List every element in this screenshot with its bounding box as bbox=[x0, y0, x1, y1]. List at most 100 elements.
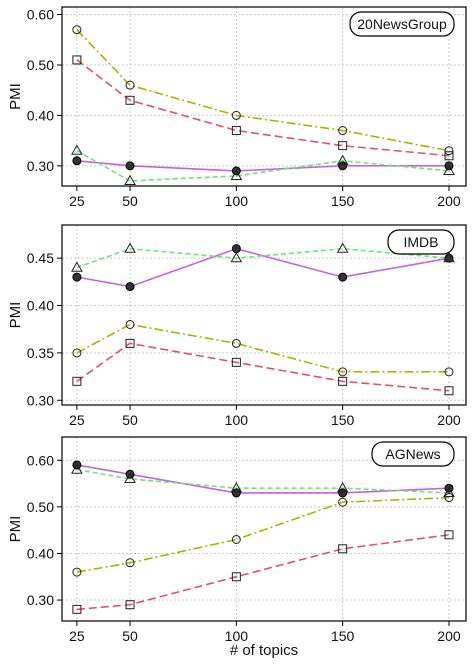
x-tick-label: 100 bbox=[225, 193, 249, 209]
series-group-20newsgroup bbox=[71, 25, 455, 186]
data-point-s4 bbox=[72, 604, 82, 614]
data-point-s2 bbox=[336, 482, 349, 493]
data-point-s3 bbox=[72, 348, 82, 358]
grid-lines-agnews bbox=[62, 437, 466, 621]
data-point-s2 bbox=[71, 261, 83, 272]
y-tick-label: 0.60 bbox=[27, 7, 54, 23]
title-badge-20newsgroup bbox=[349, 11, 455, 37]
series-line-4 bbox=[76, 534, 450, 611]
x-tick-label: 200 bbox=[437, 412, 461, 428]
x-tick-label: 100 bbox=[225, 412, 249, 428]
data-point-s4 bbox=[72, 55, 82, 65]
data-point-s4 bbox=[444, 386, 454, 396]
x-axis-label: # of topics bbox=[230, 642, 298, 659]
y-tick-label: 0.40 bbox=[27, 545, 54, 561]
data-point-s1 bbox=[125, 282, 135, 292]
y-tick-label: 0.40 bbox=[27, 298, 54, 314]
ticks-imdb: 0.30 0.35 0.40 0.45 25 50 100 150 200 bbox=[27, 250, 461, 428]
data-point-s1 bbox=[231, 244, 241, 254]
panel-agnews: 0.30 0.40 0.50 0.60 25 50 100 150 200 PMI AGNews bbox=[7, 436, 467, 644]
data-point-s2 bbox=[443, 251, 455, 263]
data-point-s1 bbox=[338, 488, 348, 498]
data-point-s3 bbox=[231, 110, 241, 120]
series-line-4 bbox=[76, 59, 450, 157]
y-tick-label: 0.30 bbox=[27, 158, 54, 174]
x-tick-label: 200 bbox=[437, 628, 461, 644]
series-line-1 bbox=[76, 247, 450, 288]
data-point-s4 bbox=[72, 376, 82, 386]
chart-title-imdb: IMDB bbox=[404, 234, 439, 250]
x-tick-label: 200 bbox=[437, 193, 461, 209]
series-line-2 bbox=[76, 247, 450, 269]
data-point-s3 bbox=[231, 338, 241, 348]
y-tick-label: 0.50 bbox=[27, 57, 54, 73]
series-group-agnews bbox=[71, 460, 455, 614]
data-point-s4 bbox=[231, 357, 241, 367]
data-point-s1 bbox=[338, 161, 348, 171]
data-point-s4 bbox=[338, 376, 348, 386]
data-point-s4 bbox=[125, 95, 135, 105]
x-tick-label: 25 bbox=[69, 412, 85, 428]
chart-title-20newsgroup: 20NewsGroup bbox=[357, 16, 447, 32]
data-point-s1 bbox=[72, 272, 82, 282]
ticks-agnews: 0.30 0.40 0.50 0.60 25 50 100 150 200 bbox=[27, 452, 461, 644]
series-line-4 bbox=[76, 342, 450, 392]
y-tick-label: 0.45 bbox=[27, 250, 54, 266]
plot-frame-imdb bbox=[61, 224, 467, 406]
data-point-s4 bbox=[231, 126, 241, 136]
data-point-s3 bbox=[338, 367, 348, 377]
x-tick-label: 150 bbox=[331, 193, 355, 209]
data-point-s1 bbox=[72, 156, 82, 166]
y-axis-label-agnews: PMI bbox=[7, 516, 24, 543]
data-point-s2 bbox=[336, 242, 349, 253]
data-point-s4 bbox=[444, 151, 454, 161]
ticks-20newsgroup: 0.30 0.40 0.50 0.60 25 50 100 150 200 bbox=[27, 7, 461, 209]
panel-imdb: 0.30 0.35 0.40 0.45 25 50 100 150 200 PMI IMDB bbox=[7, 224, 467, 428]
data-point-s3 bbox=[444, 146, 454, 156]
y-tick-label: 0.50 bbox=[27, 499, 54, 515]
data-point-s2 bbox=[124, 174, 136, 186]
x-tick-label: 100 bbox=[225, 628, 249, 644]
data-point-s4 bbox=[231, 572, 241, 582]
panel-20newsgroup: 0.30 0.40 0.50 0.60 25 50 100 150 200 PMI 20News… bbox=[7, 6, 467, 209]
y-tick-label: 0.35 bbox=[27, 345, 54, 361]
data-point-s4 bbox=[125, 600, 135, 610]
data-point-s3 bbox=[125, 80, 135, 90]
y-tick-label: 0.30 bbox=[27, 392, 54, 408]
title-badge-agnews bbox=[371, 441, 455, 467]
data-point-s2 bbox=[336, 154, 349, 165]
data-point-s1 bbox=[125, 161, 135, 171]
y-tick-label: 0.30 bbox=[27, 592, 54, 608]
series-group-imdb bbox=[71, 242, 455, 396]
data-point-s2 bbox=[443, 164, 455, 175]
x-tick-label: 25 bbox=[69, 193, 85, 209]
series-line-3 bbox=[76, 496, 450, 573]
data-point-s2 bbox=[71, 463, 83, 474]
data-point-s4 bbox=[444, 530, 454, 540]
data-point-s4 bbox=[125, 338, 135, 348]
plot-frame-agnews bbox=[61, 436, 467, 622]
data-point-s2 bbox=[71, 144, 83, 155]
x-tick-label: 25 bbox=[69, 628, 85, 644]
data-point-s3 bbox=[444, 367, 454, 377]
data-point-s2 bbox=[230, 169, 243, 181]
chart-title-agnews: AGNews bbox=[385, 446, 440, 462]
data-point-s3 bbox=[338, 497, 348, 507]
series-line-3 bbox=[76, 323, 449, 373]
data-point-s2 bbox=[443, 486, 455, 497]
x-tick-label: 50 bbox=[122, 628, 138, 644]
plot-frame-20newsgroup bbox=[61, 6, 467, 187]
data-point-s3 bbox=[125, 558, 135, 568]
y-axis-label-imdb: PMI bbox=[7, 302, 24, 329]
data-point-s1 bbox=[231, 488, 241, 498]
y-axis-label-20newsgroup: PMI bbox=[7, 83, 24, 110]
data-point-s3 bbox=[72, 567, 82, 577]
data-point-s3 bbox=[231, 534, 241, 544]
data-point-s3 bbox=[444, 493, 454, 503]
data-point-s3 bbox=[72, 25, 82, 35]
data-point-s2 bbox=[230, 251, 243, 263]
title-badge-imdb bbox=[387, 229, 455, 255]
x-tick-label: 50 bbox=[122, 193, 138, 209]
data-point-s3 bbox=[338, 126, 348, 136]
